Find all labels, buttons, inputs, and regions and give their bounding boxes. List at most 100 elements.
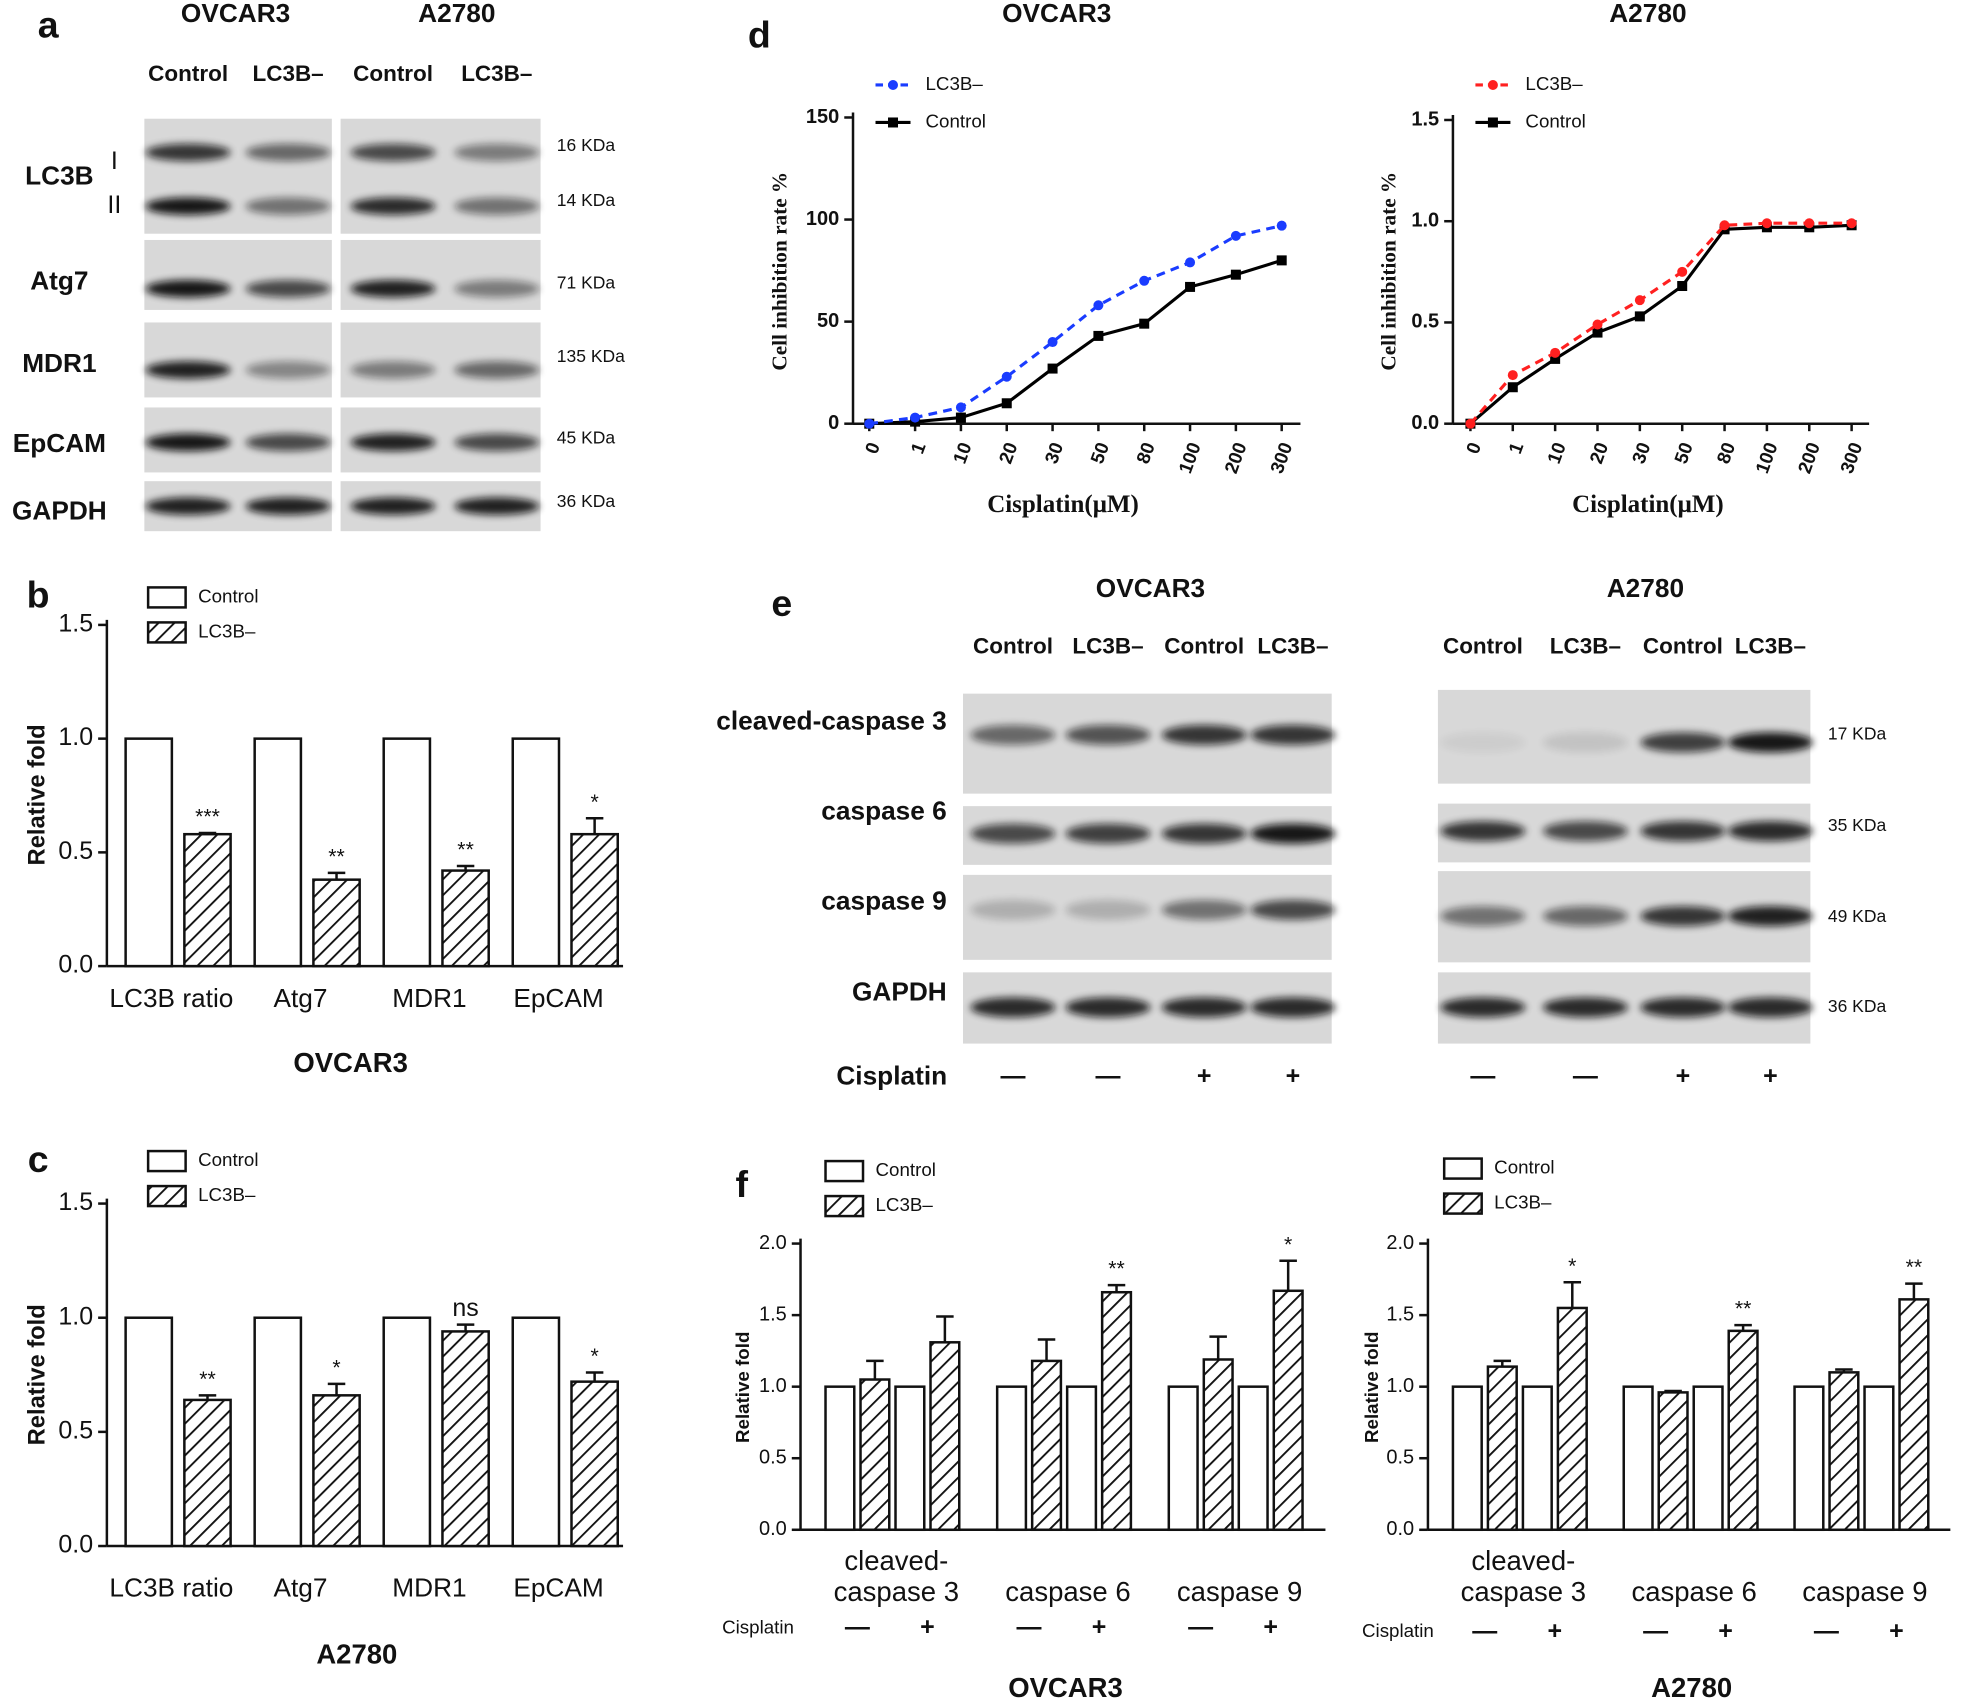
x-tick-label-box: cleaved-caspase 3 bbox=[834, 1545, 959, 1607]
y-axis-label: Cell inhibition rate % bbox=[768, 172, 792, 371]
blot-band bbox=[1727, 997, 1813, 1018]
bar bbox=[1727, 1329, 1759, 1532]
y-tick-label: 0.5 bbox=[1411, 311, 1439, 333]
x-axis-label: A2780 bbox=[1651, 1672, 1732, 1703]
size-label: 36 KDa bbox=[557, 491, 616, 511]
legend-label: LC3B– bbox=[1494, 1192, 1552, 1213]
point bbox=[1677, 266, 1688, 277]
significance-label: ** bbox=[1906, 1255, 1923, 1279]
point bbox=[1276, 220, 1287, 231]
bar bbox=[312, 878, 361, 968]
significance-label: * bbox=[1284, 1232, 1292, 1256]
x-tick-label: MDR1 bbox=[392, 1573, 466, 1603]
blot-band bbox=[1250, 997, 1336, 1018]
bar bbox=[995, 1385, 1028, 1532]
x-tick-label-box: caspase 9 bbox=[1177, 1576, 1302, 1607]
bar bbox=[1451, 1385, 1483, 1532]
x-tick-label: 20 bbox=[995, 440, 1022, 467]
error-bar bbox=[1279, 1259, 1297, 1291]
condition-label: — bbox=[1472, 1617, 1497, 1645]
point bbox=[910, 412, 921, 423]
panel-label: e bbox=[771, 582, 792, 624]
blot-band bbox=[1065, 899, 1151, 920]
bar bbox=[382, 737, 432, 968]
blot-band bbox=[350, 279, 436, 298]
significance-label: * bbox=[1568, 1254, 1576, 1278]
error-bar bbox=[585, 817, 604, 835]
point bbox=[1185, 281, 1196, 292]
series-line bbox=[1469, 221, 1852, 425]
legend-marker bbox=[1487, 117, 1498, 128]
y-tick-label: 0.0 bbox=[58, 1531, 93, 1559]
legend-marker bbox=[1487, 79, 1498, 90]
legend-label: LC3B– bbox=[198, 1184, 256, 1205]
bar bbox=[183, 1398, 232, 1548]
blot-image bbox=[340, 239, 541, 310]
size-label: 49 KDa bbox=[1828, 906, 1887, 926]
condition-label: + bbox=[1718, 1617, 1733, 1645]
treatment-sign: + bbox=[1286, 1062, 1301, 1090]
legend-label: LC3B– bbox=[1525, 73, 1583, 94]
error-bar bbox=[585, 1371, 604, 1382]
point bbox=[1550, 353, 1561, 364]
legend-label: Control bbox=[926, 110, 986, 131]
blot-band bbox=[1640, 732, 1726, 753]
y-tick-label: 50 bbox=[817, 310, 839, 332]
blot-image bbox=[144, 322, 332, 398]
significance-label: * bbox=[332, 1356, 340, 1380]
x-tick-label: 200 bbox=[1794, 440, 1824, 477]
point bbox=[1804, 218, 1815, 229]
y-tick-label: 2.0 bbox=[759, 1232, 787, 1254]
blot-band bbox=[454, 497, 540, 515]
point bbox=[1047, 363, 1058, 374]
x-axis-label: Cisplatin(μM) bbox=[987, 491, 1139, 518]
x-tick-label: 0 bbox=[1462, 440, 1485, 457]
x-tick-label: 100 bbox=[1174, 440, 1204, 477]
treatment-sign: — bbox=[1095, 1062, 1120, 1090]
bar bbox=[1657, 1391, 1689, 1532]
condition-label: — bbox=[1017, 1613, 1042, 1641]
blot-band bbox=[350, 433, 436, 452]
condition-label: + bbox=[1263, 1613, 1278, 1641]
x-tick-label: 200 bbox=[1220, 440, 1250, 477]
bar bbox=[1486, 1365, 1518, 1532]
blot-band bbox=[1727, 906, 1813, 927]
blot-band bbox=[1440, 906, 1526, 927]
x-tick-label-box: cleaved-caspase 3 bbox=[1461, 1545, 1586, 1607]
x-tick-label: 80 bbox=[1132, 440, 1159, 467]
y-tick-label: 1.5 bbox=[759, 1303, 787, 1325]
panel-label: c bbox=[28, 1138, 49, 1180]
y-tick-label: 0.5 bbox=[759, 1447, 787, 1469]
x-tick-label: 300 bbox=[1836, 440, 1866, 477]
x-tick-label: LC3B ratio bbox=[109, 983, 233, 1013]
condition-label: — bbox=[1643, 1617, 1668, 1645]
y-tick-label: 0.0 bbox=[1411, 412, 1439, 434]
lane-label: LC3B– bbox=[1735, 633, 1806, 658]
size-label: 14 KDa bbox=[557, 190, 616, 210]
lane-label: Control bbox=[148, 61, 228, 86]
x-tick-label: 10 bbox=[1543, 440, 1570, 467]
y-tick-label: 0.5 bbox=[58, 837, 93, 865]
blot-image bbox=[340, 118, 541, 234]
blot-band bbox=[145, 279, 231, 298]
legend-label: Control bbox=[198, 1149, 258, 1170]
lane-label: Control bbox=[973, 633, 1053, 658]
error-bar bbox=[936, 1315, 954, 1343]
x-tick-label-box: caspase 6 bbox=[1631, 1576, 1756, 1607]
legend-swatch bbox=[146, 621, 187, 644]
treatment-sign: + bbox=[1763, 1062, 1778, 1090]
significance-label: *** bbox=[195, 805, 220, 829]
row-label: LC3B bbox=[25, 160, 94, 190]
bar bbox=[441, 869, 490, 968]
blot-band bbox=[454, 433, 540, 452]
bar bbox=[1100, 1290, 1133, 1532]
y-axis-label: Relative fold bbox=[24, 724, 50, 865]
error-bar bbox=[1664, 1389, 1682, 1393]
cell-line-label: A2780 bbox=[418, 0, 495, 28]
band-label: I bbox=[111, 147, 118, 175]
series-line bbox=[1469, 223, 1852, 425]
y-tick-label: 1.0 bbox=[58, 723, 93, 751]
error-bar bbox=[198, 831, 217, 835]
blot-band bbox=[350, 361, 436, 379]
